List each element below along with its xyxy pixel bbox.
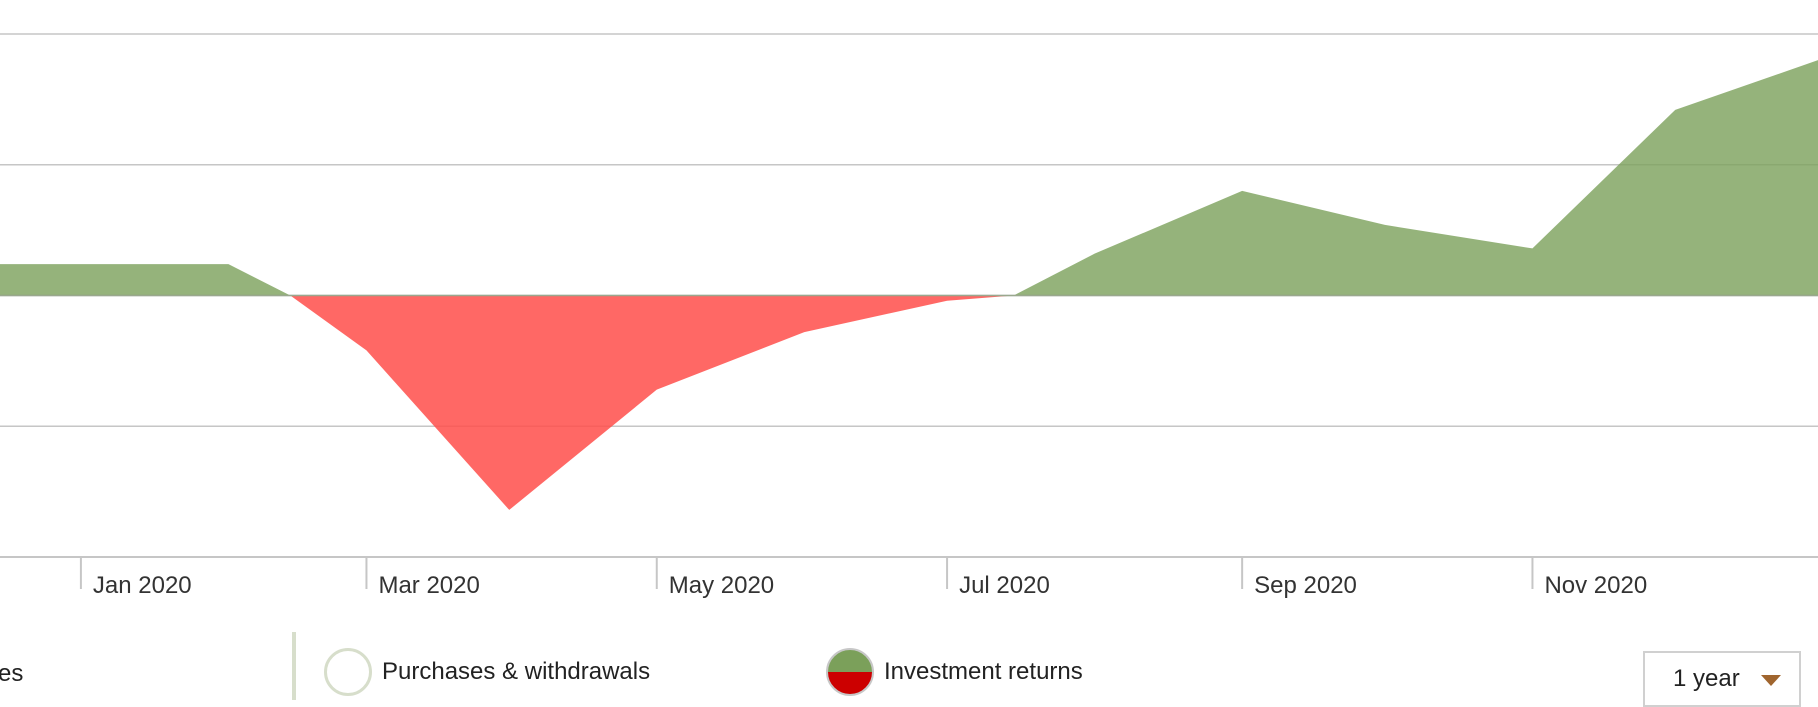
x-tick-label: Nov 2020 xyxy=(1544,572,1647,599)
time-range-dropdown[interactable]: 1 year xyxy=(1643,651,1801,707)
positive-returns-area xyxy=(0,264,291,296)
x-tick-label: May 2020 xyxy=(669,572,774,599)
split-circle-icon xyxy=(826,648,874,696)
chart-legend: es Purchases & withdrawals Investment re… xyxy=(0,620,1818,700)
negative-returns-area xyxy=(290,295,1014,510)
legend-truncated-label: es xyxy=(0,660,24,687)
x-tick-label: Sep 2020 xyxy=(1254,572,1357,599)
investment-chart: Jan 2020 Mar 2020 May 2020 Jul 2020 Sep 2020… xyxy=(0,33,1818,599)
legend-returns-label: Investment returns xyxy=(884,658,1083,685)
positive-returns-area xyxy=(1013,60,1818,296)
legend-item-purchases-withdrawals[interactable]: Purchases & withdrawals xyxy=(324,648,650,696)
x-tick-label: Jul 2020 xyxy=(959,572,1050,599)
legend-item-investment-returns[interactable]: Investment returns xyxy=(826,648,1083,696)
chart-svg: Jan 2020 Mar 2020 May 2020 Jul 2020 Sep 2020… xyxy=(0,33,1818,599)
empty-circle-icon xyxy=(324,648,372,696)
legend-purchases-label: Purchases & withdrawals xyxy=(382,658,651,685)
legend-divider xyxy=(292,632,296,700)
x-tick-label: Jan 2020 xyxy=(93,572,192,599)
x-tick-label: Mar 2020 xyxy=(378,572,479,599)
legend-item-truncated[interactable]: es xyxy=(0,660,23,688)
caret-down-icon xyxy=(1761,675,1781,686)
time-range-value: 1 year xyxy=(1673,665,1740,692)
